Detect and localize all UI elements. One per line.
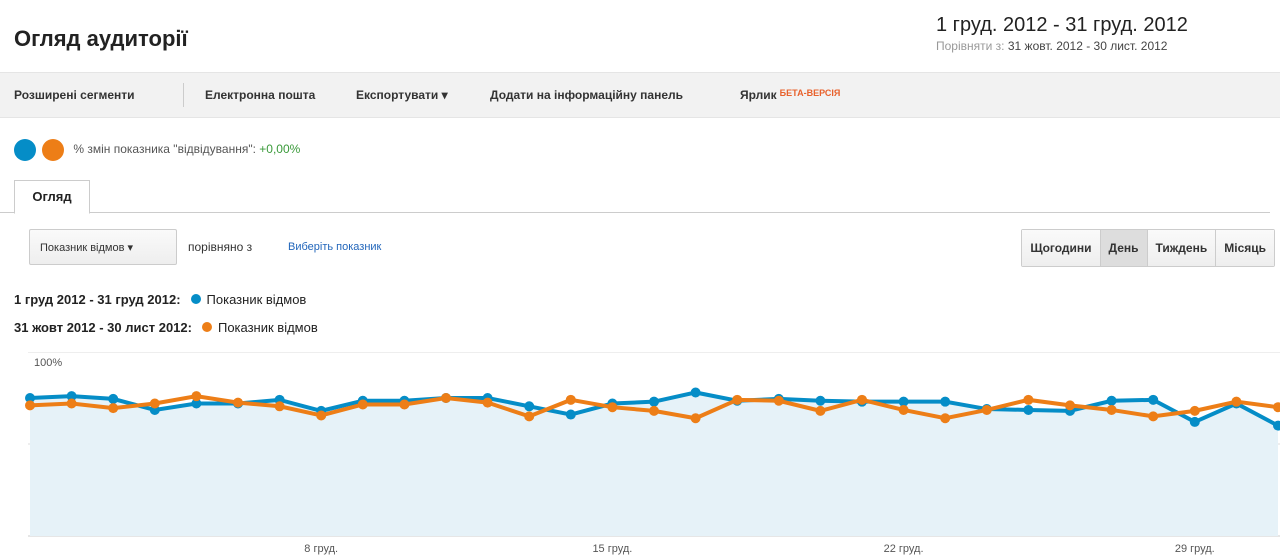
data-point: [1148, 394, 1159, 405]
data-point: [857, 394, 867, 405]
data-point: [233, 397, 243, 408]
data-point: [1023, 394, 1034, 405]
data-point: [108, 393, 119, 404]
legend-entry: Показник відмов: [217, 320, 318, 335]
data-point: [399, 399, 410, 410]
legend-row: 31 жовт 2012 - 30 лист 2012: Показник від…: [14, 320, 318, 335]
x-tick-label: 8 груд.: [304, 543, 338, 555]
date-range-main: 1 груд. 2012 - 31 груд. 2012: [936, 14, 1188, 36]
segment-change: +0,00%: [259, 142, 301, 156]
compare-range: Порівняти з: 31 жовт. 2012 - 30 лист. 20…: [936, 39, 1266, 53]
segment-dot[interactable]: [42, 138, 64, 161]
toolbar-item[interactable]: Розширені сегменти: [14, 88, 135, 102]
tab-line: [0, 212, 1270, 213]
legend-dot: [190, 294, 201, 304]
granularity-buttons: Щогодини День Тиждень Місяць: [1021, 229, 1275, 267]
legend-dot: [201, 322, 212, 332]
metric-select[interactable]: Показник відмов ▾: [29, 229, 177, 265]
segment-row: % змін показника "відвідування": +0,00%: [14, 136, 300, 162]
x-tick-label: 29 груд.: [1175, 543, 1215, 555]
granularity-button[interactable]: Місяць: [1215, 230, 1274, 266]
data-point: [108, 403, 119, 414]
data-point: [773, 395, 784, 406]
data-point: [149, 398, 160, 409]
segment-text: % змін показника "відвідування":: [73, 142, 256, 156]
data-point: [565, 409, 576, 420]
data-point: [1106, 395, 1117, 406]
data-point: [1106, 404, 1117, 415]
data-point: [690, 387, 701, 398]
data-point: [1065, 400, 1075, 411]
data-point: [1273, 420, 1280, 431]
data-point: [732, 394, 743, 405]
data-point: [1189, 416, 1200, 427]
data-point: [1023, 404, 1034, 415]
data-point: [482, 397, 493, 408]
toolbar-label: Ярлик: [740, 88, 777, 102]
segment-dot[interactable]: [14, 138, 36, 161]
data-point: [940, 413, 951, 424]
data-point: [524, 401, 535, 412]
data-point: [649, 396, 659, 407]
legend-entry: Показник відмов: [206, 292, 307, 307]
compare-with: порівняно з: [188, 240, 253, 254]
data-point: [607, 402, 618, 413]
pick-metric[interactable]: Виберіть показник: [288, 241, 382, 253]
toolbar-item[interactable]: Експортувати ▾: [356, 88, 448, 102]
separator: [183, 83, 184, 107]
data-point: [274, 401, 285, 412]
y-tick-label: 100%: [34, 357, 62, 369]
data-point: [66, 391, 77, 402]
granularity-button[interactable]: Щогодини: [1022, 230, 1100, 266]
data-point: [1148, 411, 1159, 422]
data-point: [1231, 396, 1242, 407]
date-range[interactable]: 1 груд. 2012 - 31 груд. 2012 Порівняти з…: [936, 14, 1266, 53]
legend-period: 31 жовт 2012 - 30 лист 2012:: [14, 320, 192, 335]
tab[interactable]: Огляд: [14, 180, 90, 214]
data-point: [898, 404, 909, 415]
x-tick-label: 15 груд.: [592, 543, 632, 555]
data-point: [524, 411, 535, 422]
x-tick-label: 22 груд.: [884, 543, 924, 555]
data-point: [981, 404, 992, 415]
page-title: Огляд аудиторії: [14, 26, 188, 51]
beta-badge: БЕТА-ВЕРСІЯ: [779, 88, 841, 98]
data-point: [649, 405, 659, 416]
data-point: [690, 413, 701, 424]
data-point: [898, 396, 909, 407]
data-point: [565, 394, 576, 405]
data-point: [191, 391, 202, 402]
data-point: [815, 405, 826, 416]
toolbar-item[interactable]: Додати на інформаційну панель: [490, 88, 684, 102]
data-point: [1189, 405, 1200, 416]
chart: 50%100%8 груд.15 груд.22 груд.29 груд.: [25, 352, 1280, 555]
data-point: [25, 393, 35, 403]
toolbar-item[interactable]: Електронна пошта: [205, 88, 316, 102]
data-point: [191, 398, 202, 409]
data-point: [1273, 402, 1280, 413]
data-point: [940, 396, 951, 407]
granularity-button[interactable]: Тиждень: [1146, 230, 1216, 266]
area: [30, 392, 1278, 536]
data-point: [357, 399, 368, 410]
toolbar-item[interactable]: Ярлик БЕТА-ВЕРСІЯ: [740, 88, 840, 102]
data-point: [316, 410, 327, 421]
compare-dates: 31 жовт. 2012 - 30 лист. 2012: [1007, 39, 1168, 53]
data-point: [441, 393, 451, 403]
toolbar: Розширені сегменти Електронна пошта Експ…: [0, 72, 1280, 118]
legend-period: 1 груд 2012 - 31 груд 2012:: [14, 292, 181, 307]
data-point: [25, 400, 35, 411]
data-point: [66, 398, 77, 409]
data-point: [815, 395, 826, 406]
granularity-button[interactable]: День: [1099, 230, 1147, 266]
legend-row: 1 груд 2012 - 31 груд 2012: Показник відм…: [14, 292, 306, 307]
compare-label: Порівняти з:: [936, 39, 1005, 53]
